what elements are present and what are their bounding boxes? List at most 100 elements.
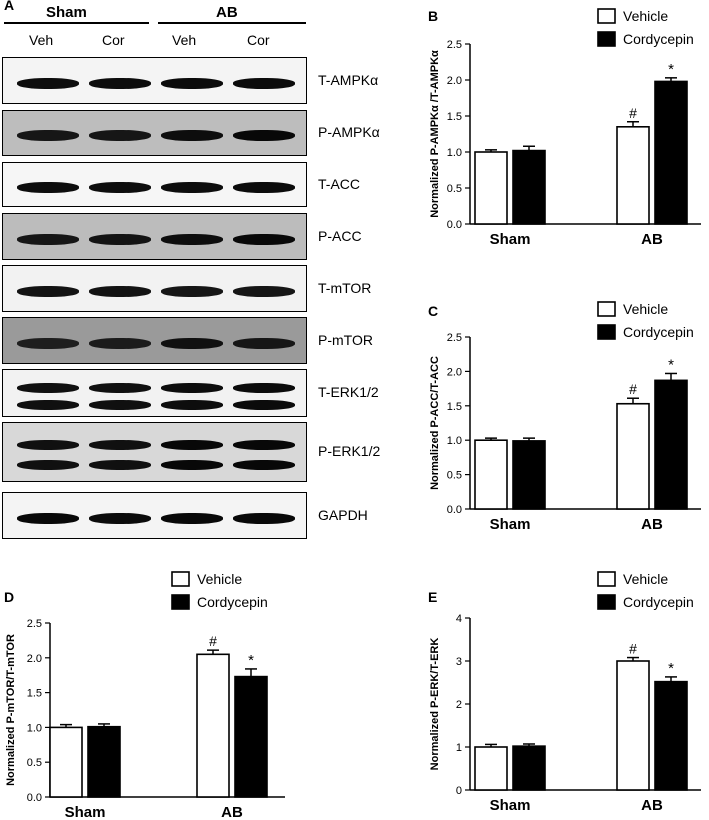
y-tick-label: 2.5 <box>27 618 42 630</box>
blot-band <box>161 337 223 349</box>
blot-band <box>17 77 79 89</box>
x-category-label: AB <box>641 231 663 248</box>
legend-label-vehicle: Vehicle <box>197 571 242 587</box>
y-tick-label: 2 <box>456 699 462 711</box>
blot-label: T-mTOR <box>318 279 372 296</box>
blot-band <box>17 233 79 245</box>
bar-chart-p-ampk: B 0.0 0.5 1.0 1.5 2.0 2.5 Normalized P-AMPKα /T… <box>428 8 701 248</box>
blot-band <box>17 130 79 142</box>
y-tick-label: 0.0 <box>447 219 462 231</box>
significance-star: * <box>668 356 674 373</box>
y-axis-label: Normalized P-mTOR/T-mTOR <box>5 634 17 786</box>
blot-gapdh <box>2 492 307 539</box>
lane-label: Cor <box>247 32 270 48</box>
bar-vehicle <box>474 151 508 225</box>
blot-band <box>89 460 151 471</box>
legend-swatch-cordycepin <box>597 594 616 610</box>
y-tick-label: 1.5 <box>447 111 462 123</box>
bar-cordycepin <box>654 80 688 225</box>
blot-band <box>161 439 223 450</box>
bar-vehicle <box>474 439 508 510</box>
bar-chart-p-acc: C 0.0 0.5 1.0 1.5 2.0 2.5 Normalized P-ACC/T-AC… <box>428 301 701 533</box>
x-category-label: Sham <box>490 516 531 533</box>
bar-vehicle <box>616 402 650 510</box>
blot-band <box>161 399 223 410</box>
y-tick-label: 0.0 <box>27 792 42 804</box>
blot-band <box>161 383 223 394</box>
blot-label: GAPDH <box>318 506 368 523</box>
bar-vehicle <box>616 660 650 791</box>
y-tick-label: 2.0 <box>447 366 462 378</box>
blot-band <box>17 512 79 524</box>
blot-p-erk1-2 <box>2 422 307 482</box>
y-axis-label: Normalized P-ERK/T-ERK <box>429 638 441 771</box>
blot-band <box>161 233 223 245</box>
group-label-sham: Sham <box>46 4 87 21</box>
blot-t-acc <box>2 162 307 207</box>
y-tick-label: 0 <box>456 785 462 797</box>
blot-label: P-ACC <box>318 227 362 244</box>
blot-band <box>233 460 295 471</box>
bar-cordycepin <box>87 725 121 798</box>
significance-hash: # <box>629 641 637 657</box>
bar-cordycepin <box>234 675 268 798</box>
y-axis-label: Normalized P-AMPKα /T-AMPKα <box>429 50 441 218</box>
blot-band <box>89 181 151 193</box>
blot-label: P-ERK1/2 <box>318 443 381 459</box>
y-tick-label: 2.5 <box>447 39 462 51</box>
blot-band <box>17 439 79 450</box>
blot-band <box>233 285 295 297</box>
legend-label-vehicle: Vehicle <box>623 8 668 24</box>
bar-cordycepin <box>654 379 688 510</box>
legend-label-vehicle: Vehicle <box>623 571 668 587</box>
blot-band <box>233 181 295 193</box>
bar-cordycepin <box>512 745 546 791</box>
legend-label-vehicle: Vehicle <box>623 301 668 317</box>
blot-band <box>233 233 295 245</box>
x-category-label: AB <box>221 804 243 820</box>
y-tick-label: 0.0 <box>447 504 462 516</box>
legend-swatch-vehicle <box>597 301 616 317</box>
panel-letter: E <box>428 589 437 605</box>
bar-cordycepin <box>512 440 546 510</box>
blot-t-ampk- <box>2 57 307 104</box>
blot-band <box>89 337 151 349</box>
panel-letter: D <box>4 589 14 605</box>
legend-swatch-vehicle <box>597 571 616 587</box>
blot-band <box>17 285 79 297</box>
y-tick-label: 1.5 <box>447 401 462 413</box>
blot-band <box>17 399 79 410</box>
blot-band <box>233 77 295 89</box>
legend-label-cordycepin: Cordycepin <box>623 594 694 610</box>
blot-band <box>161 181 223 193</box>
y-tick-label: 0.5 <box>27 757 42 769</box>
lane-label: Veh <box>172 32 197 48</box>
y-tick-label: 1.0 <box>447 147 462 159</box>
y-tick-label: 0.5 <box>447 183 462 195</box>
x-category-label: AB <box>641 516 663 533</box>
blot-label: P-mTOR <box>318 331 373 348</box>
y-tick-label: 2.0 <box>27 653 42 665</box>
significance-star: * <box>668 61 674 78</box>
blot-band <box>89 383 151 394</box>
significance-hash: # <box>629 105 637 121</box>
group-rule-sham <box>4 22 149 24</box>
x-category-label: Sham <box>490 797 531 814</box>
blot-band <box>89 233 151 245</box>
blot-band <box>89 512 151 524</box>
panel-letter: B <box>428 8 438 24</box>
y-tick-label: 3 <box>456 656 462 668</box>
legend-swatch-vehicle <box>597 8 616 24</box>
x-category-label: AB <box>641 797 663 814</box>
lane-label: Veh <box>29 32 54 48</box>
blot-band <box>89 285 151 297</box>
legend-swatch-cordycepin <box>171 594 190 610</box>
blot-label: T-ACC <box>318 175 360 192</box>
bar-chart-p-erk: E 0 1 2 3 4 Normalized P-ERK/T-ERK # * Sham AB Vehi… <box>428 571 701 814</box>
blot-band <box>233 399 295 410</box>
bar-vehicle <box>616 126 650 225</box>
bar-vehicle <box>49 726 83 798</box>
y-tick-label: 1 <box>456 742 462 754</box>
significance-hash: # <box>629 381 637 397</box>
lane-label: Cor <box>102 32 125 48</box>
